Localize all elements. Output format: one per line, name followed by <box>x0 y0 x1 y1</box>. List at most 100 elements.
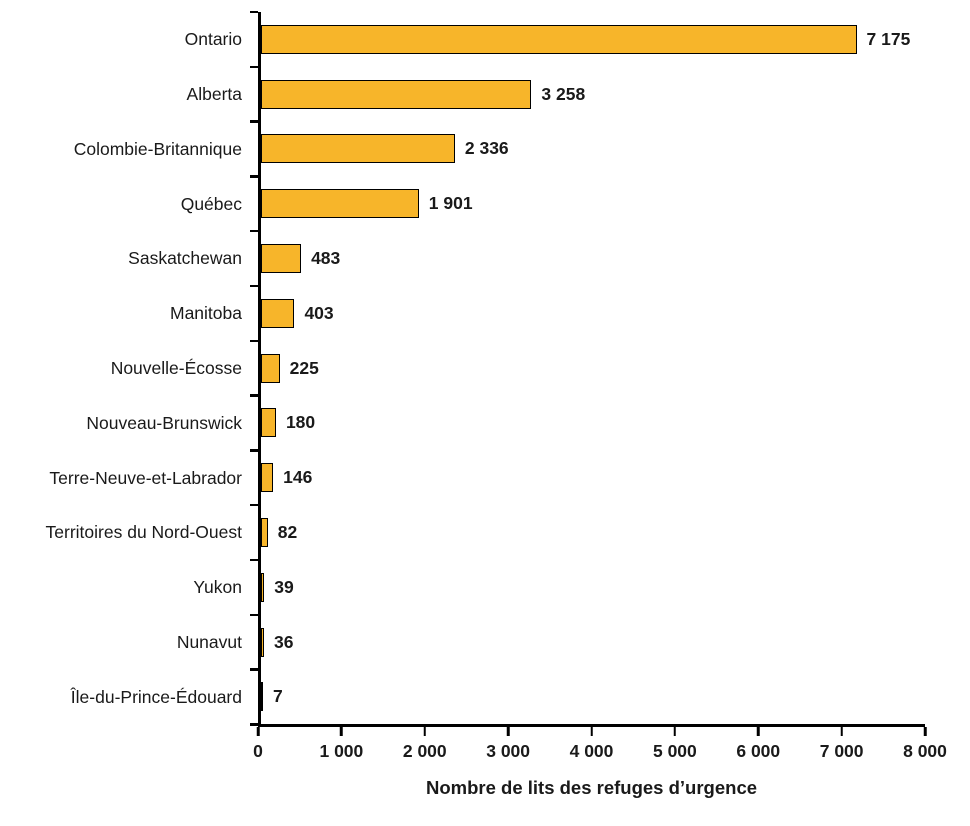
x-axis-tick <box>506 727 510 737</box>
x-axis-tick <box>590 727 593 737</box>
value-label: 146 <box>283 467 313 488</box>
bar-row: Île-du-Prince-Édouard 7 <box>0 668 925 726</box>
bar-track: 3 258 <box>250 65 925 122</box>
y-axis-tick <box>250 10 258 14</box>
bar <box>261 134 455 164</box>
y-axis-tick <box>250 668 258 671</box>
x-axis-tick <box>840 727 843 737</box>
category-label: Île-du-Prince-Édouard <box>70 686 242 707</box>
category-label: Terre-Neuve-et-Labrador <box>49 467 242 488</box>
value-label: 39 <box>274 576 294 597</box>
x-axis-tick <box>673 727 677 737</box>
y-axis-tick <box>250 394 258 397</box>
category-label: Québec <box>180 193 242 214</box>
bar <box>261 408 276 438</box>
category-label: Alberta <box>186 84 242 104</box>
y-axis-tick <box>250 284 258 288</box>
x-axis-tick <box>423 727 426 737</box>
bar-track: 180 <box>250 394 925 451</box>
x-axis-tick <box>256 727 260 737</box>
value-label: 403 <box>304 302 334 323</box>
category-label: Nouvelle-Écosse <box>110 357 242 378</box>
bar-track: 483 <box>250 229 925 286</box>
value-label: 225 <box>289 357 319 378</box>
value-label: 7 175 <box>866 28 911 49</box>
bar-track: 403 <box>250 284 925 341</box>
bar-track: 7 175 <box>250 10 925 67</box>
value-label: 7 <box>273 686 283 707</box>
x-axis-tick <box>340 727 343 737</box>
x-tick-label: 6 000 <box>736 741 781 762</box>
category-label: Saskatchewan <box>128 248 242 269</box>
bar <box>261 189 419 219</box>
bar-row: Nouvelle-Écosse 225 <box>0 339 925 396</box>
y-axis-tick <box>250 120 258 123</box>
value-label: 180 <box>285 412 316 433</box>
x-tick-label: 3 000 <box>486 741 531 762</box>
bar-row: Ontario 7 175 <box>0 10 925 67</box>
bar-track: 39 <box>250 558 925 615</box>
y-axis-tick <box>250 449 258 452</box>
bar-track: 146 <box>250 449 925 506</box>
bar-track: 7 <box>250 668 925 726</box>
bar <box>261 244 302 274</box>
bar <box>261 298 295 328</box>
value-label: 483 <box>311 248 341 269</box>
bar-track: 2 336 <box>250 120 925 177</box>
bar-row: Nunavut 36 <box>0 613 925 670</box>
bar-row: Québec 1 901 <box>0 175 925 232</box>
y-axis-tick <box>250 339 258 343</box>
bar-row: Terre-Neuve-et-Labrador 146 <box>0 449 925 506</box>
x-tick-label: 2 000 <box>402 741 447 762</box>
bar <box>261 682 263 712</box>
category-label: Manitoba <box>170 303 242 324</box>
category-label: Territoires du Nord-Ouest <box>45 522 242 543</box>
y-axis-tick <box>250 558 258 562</box>
bar <box>261 463 274 493</box>
plot-area: Ontario 7 175 Alberta 3 258 Colombie-Britann… <box>0 10 925 726</box>
y-axis-tick <box>250 503 258 507</box>
bar-row: Manitoba 403 <box>0 284 925 341</box>
bar <box>261 627 264 657</box>
bar <box>261 353 280 383</box>
value-label: 3 258 <box>541 83 586 104</box>
bar-row: Colombie-Britannique 2 336 <box>0 120 925 177</box>
y-axis-tick <box>250 723 258 726</box>
bar-track: 225 <box>250 339 925 396</box>
bar <box>261 79 532 109</box>
bar-track: 36 <box>250 613 925 670</box>
x-tick-label: 7 000 <box>819 741 864 762</box>
bar-row: Saskatchewan 483 <box>0 229 925 286</box>
x-tick-label: 0 <box>253 741 263 762</box>
x-axis-title: Nombre de lits des refuges d’urgence <box>425 777 758 799</box>
x-tick-label: 5 000 <box>652 741 697 762</box>
value-label: 1 901 <box>428 193 473 214</box>
category-label: Ontario <box>184 29 242 50</box>
value-label: 2 336 <box>464 138 509 159</box>
bar-row: Territoires du Nord-Ouest 82 <box>0 503 925 560</box>
bar-row: Yukon 39 <box>0 558 925 615</box>
bar <box>261 572 265 602</box>
x-axis-tick <box>923 727 927 737</box>
bar-row: Alberta 3 258 <box>0 65 925 122</box>
x-tick-label: 8 000 <box>903 741 947 762</box>
y-axis-tick <box>250 175 258 178</box>
bar <box>261 24 857 54</box>
y-axis-tick <box>250 613 258 617</box>
bar-row: Nouveau-Brunswick 180 <box>0 394 925 451</box>
x-axis: 0 1 000 2 000 3 000 4 000 5 000 6 000 7 000 8 00… <box>253 724 947 773</box>
value-label: 36 <box>273 631 294 652</box>
x-tick-label: 1 000 <box>319 741 364 762</box>
bar-track: 82 <box>250 503 925 560</box>
x-tick-label: 4 000 <box>569 741 614 762</box>
category-label: Yukon <box>193 577 242 598</box>
y-axis-tick <box>250 229 258 233</box>
y-axis-tick <box>250 65 258 69</box>
category-label: Colombie-Britannique <box>73 138 242 159</box>
category-label: Nunavut <box>176 631 242 652</box>
x-axis-tick <box>757 727 760 737</box>
value-label: 82 <box>277 522 298 543</box>
bar-chart: Ontario 7 175 Alberta 3 258 Colombie-Britann… <box>0 10 947 799</box>
bar <box>261 518 268 548</box>
category-label: Nouveau-Brunswick <box>86 412 242 433</box>
